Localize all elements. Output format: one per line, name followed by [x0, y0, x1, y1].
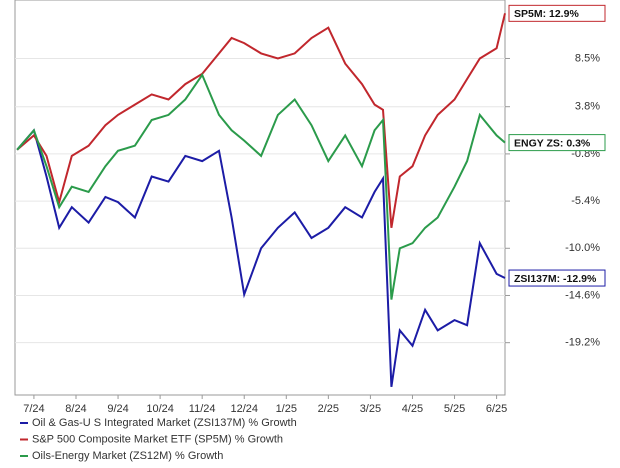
plot-area	[14, 0, 506, 396]
y-tick-label: 3.8%	[575, 101, 600, 113]
legend-label: Oils-Energy Market (ZS12M) % Growth	[32, 450, 223, 462]
x-tick-label: 11/24	[189, 403, 216, 415]
legend-label: S&P 500 Composite Market ETF (SP5M) % Gr…	[32, 433, 283, 445]
y-tick-label: -5.4%	[571, 195, 600, 207]
x-tick-label: 4/25	[402, 403, 423, 415]
y-tick-label: -19.2%	[565, 337, 600, 349]
x-tick-label: 1/25	[276, 403, 297, 415]
end-label-box	[508, 269, 606, 287]
end-label-box	[508, 134, 606, 152]
y-tick-label: 8.5%	[575, 52, 600, 64]
end-label-box	[508, 4, 606, 22]
y-tick-label: -14.6%	[565, 289, 600, 301]
legend-label: Oil & Gas-U S Integrated Market (ZSI137M…	[32, 417, 297, 429]
series-line	[16, 128, 506, 387]
x-tick-label: 7/24	[23, 403, 44, 415]
x-tick-label: 2/25	[318, 403, 339, 415]
x-tick-label: 12/24	[230, 403, 258, 415]
series-line	[16, 13, 506, 228]
x-tick-label: 3/25	[360, 403, 381, 415]
x-tick-label: 10/24	[146, 403, 174, 415]
end-label: SP5M: 12.9%	[514, 8, 579, 20]
end-label: ZSI137M: -12.9%	[514, 273, 597, 285]
x-tick-label: 5/25	[444, 403, 465, 415]
series-line	[16, 72, 506, 300]
x-tick-label: 8/24	[65, 403, 86, 415]
x-tick-label: 9/24	[107, 403, 128, 415]
end-label: ENGY ZS: 0.3%	[514, 137, 591, 149]
x-tick-label: 6/25	[486, 403, 507, 415]
y-tick-label: -10.0%	[565, 242, 600, 254]
